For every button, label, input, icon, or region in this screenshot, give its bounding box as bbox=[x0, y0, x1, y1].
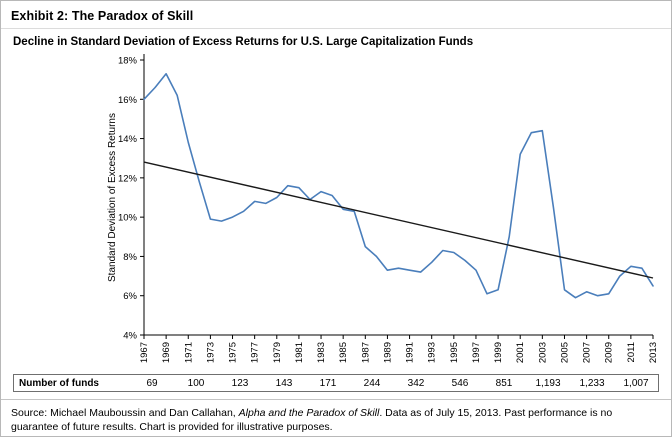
y-tick-label: 6% bbox=[123, 291, 137, 302]
x-tick-label: 2003 bbox=[537, 342, 548, 363]
y-axis-title: Standard Deviation of Excess Returns bbox=[107, 113, 118, 282]
trend-line bbox=[143, 161, 654, 279]
funds-table-label: Number of funds bbox=[19, 377, 99, 389]
x-tick-label: 2011 bbox=[626, 342, 637, 362]
funds-value: 123 bbox=[231, 377, 249, 389]
exhibit-title: Exhibit 2: The Paradox of Skill bbox=[11, 9, 194, 23]
funds-value: 1,233 bbox=[579, 377, 605, 389]
y-tick-label: 10% bbox=[118, 213, 138, 224]
funds-value: 1,007 bbox=[623, 377, 649, 389]
y-tick-label: 4% bbox=[123, 331, 137, 342]
funds-value: 171 bbox=[319, 377, 337, 389]
x-tick-label: 1985 bbox=[338, 342, 349, 363]
source-note: Source: Michael Mauboussin and Dan Calla… bbox=[1, 399, 671, 434]
x-tick-label: 1987 bbox=[360, 342, 371, 363]
funds-value: 100 bbox=[187, 377, 205, 389]
funds-value: 1,193 bbox=[535, 377, 561, 389]
source-prefix: Source: Michael Mauboussin and Dan Calla… bbox=[11, 407, 239, 419]
x-tick-label: 1971 bbox=[183, 342, 194, 363]
funds-value: 546 bbox=[451, 377, 469, 389]
x-tick-label: 1993 bbox=[427, 342, 438, 363]
x-tick-label: 2005 bbox=[559, 342, 570, 363]
x-tick-label: 2013 bbox=[648, 342, 659, 363]
funds-table: Number of funds 69 100 123 143 171 244 342 546 8… bbox=[13, 374, 659, 392]
funds-value: 244 bbox=[363, 377, 381, 389]
x-tick-label: 2009 bbox=[604, 342, 615, 363]
x-tick-label: 1981 bbox=[294, 342, 305, 363]
x-tick-label: 1989 bbox=[382, 342, 393, 363]
x-tick-label: 1995 bbox=[449, 342, 460, 363]
x-tick-label: 1967 bbox=[139, 342, 150, 363]
x-tick-label: 1997 bbox=[471, 342, 482, 363]
funds-value: 342 bbox=[407, 377, 425, 389]
x-tick-label: 1979 bbox=[272, 342, 283, 363]
exhibit-header: Exhibit 2: The Paradox of Skill bbox=[1, 1, 671, 29]
source-suffix: . Data as of July 15, 2013. Past perform… bbox=[11, 407, 613, 434]
x-tick-label: 1973 bbox=[205, 342, 216, 363]
y-tick-label: 8% bbox=[123, 252, 137, 263]
x-tick-label: 2007 bbox=[582, 342, 593, 363]
x-tick-label: 1999 bbox=[493, 342, 504, 363]
chart-svg: 4% 6% 8% 10% 12% 14% 16% 18% 1967 1969 1971 1973 197… bbox=[107, 54, 659, 363]
y-tick-label: 18% bbox=[118, 56, 138, 67]
funds-value: 69 bbox=[146, 377, 158, 389]
funds-values: 69 100 123 143 171 244 342 546 851 1,193 1,233 1,00… bbox=[130, 378, 658, 389]
funds-value: 851 bbox=[495, 377, 513, 389]
x-tick-label: 1983 bbox=[316, 342, 327, 363]
chart-title: Decline in Standard Deviation of Excess … bbox=[13, 36, 474, 48]
funds-value: 143 bbox=[275, 377, 293, 389]
y-tick-label: 14% bbox=[118, 134, 138, 145]
y-tick-label: 12% bbox=[118, 173, 138, 184]
x-tick-label: 1977 bbox=[250, 342, 261, 363]
x-tick-label: 1975 bbox=[228, 342, 239, 363]
x-tick-label: 2001 bbox=[515, 342, 526, 363]
source-italic-title: Alpha and the Paradox of Skill bbox=[238, 407, 380, 419]
y-tick-label: 16% bbox=[118, 95, 138, 106]
series-line bbox=[143, 72, 654, 299]
x-tick-label: 1969 bbox=[161, 342, 172, 363]
x-tick-label: 1991 bbox=[405, 342, 416, 363]
